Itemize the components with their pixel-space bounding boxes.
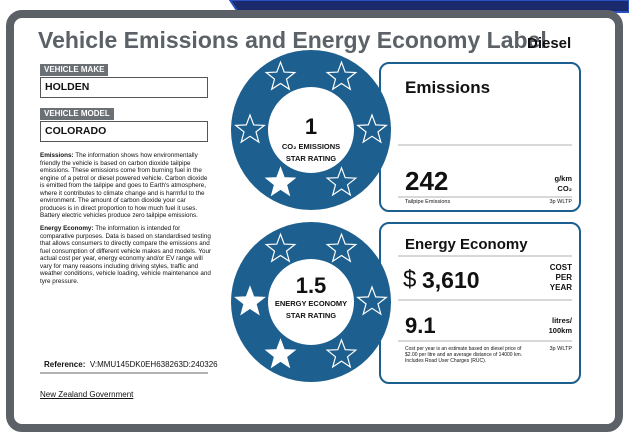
panel-heading: Emissions <box>405 78 491 97</box>
rating-label: STAR RATING <box>285 311 337 320</box>
emissions-value: 242 <box>405 166 449 196</box>
star <box>234 285 266 316</box>
rating-label: CO₂ EMISSIONS <box>281 142 341 151</box>
star <box>325 166 358 197</box>
text: The information is intended for comparat… <box>40 225 212 285</box>
model-value: COLORADO <box>40 121 208 142</box>
government: New Zealand Government <box>40 390 134 399</box>
star <box>264 60 297 91</box>
rating-label: ENERGY ECONOMY <box>274 299 348 308</box>
model-label: VEHICLE MODEL <box>40 108 114 120</box>
panel-heading: Energy Economy <box>405 236 528 253</box>
energy-info: Energy Economy: The information is inten… <box>40 225 212 285</box>
cost-label: YEAR <box>549 283 572 292</box>
star <box>356 113 388 144</box>
rating: 1.5 <box>295 273 327 298</box>
lead: Emissions: <box>40 152 74 159</box>
title: Vehicle Emissions and Energy Economy Lab… <box>38 27 547 53</box>
top-tab <box>228 0 629 13</box>
cost: 3,610 <box>422 267 480 293</box>
fuel-type: Diesel <box>527 35 572 52</box>
make-value: HOLDEN <box>40 77 208 98</box>
note: Cost per year is an estimate based on di… <box>405 346 523 364</box>
test: 3p WLTP <box>549 346 572 352</box>
reference-value: V:MMU145DK0EH638263D:240326 <box>89 360 218 369</box>
reference-label: Reference: <box>44 360 86 369</box>
consumption: 9.1 <box>405 313 436 338</box>
reference: Reference: V:MMU145DK0EH638263D:240326 <box>44 361 218 369</box>
unit: g/km <box>554 174 572 183</box>
star <box>264 166 297 197</box>
consumption-unit: litres/ <box>551 316 572 325</box>
star <box>325 60 358 91</box>
text: The information shows how environmentall… <box>40 152 208 220</box>
caption: Tailpipe Emissions <box>405 199 451 205</box>
star <box>325 338 358 369</box>
rating-label: STAR RATING <box>285 154 337 163</box>
cost-label: PER <box>555 273 572 282</box>
star <box>234 113 266 144</box>
currency: $ <box>403 266 417 293</box>
star <box>264 338 297 369</box>
rating: 1 <box>304 114 318 139</box>
emissions-info: Emissions: The information shows how env… <box>40 152 212 220</box>
make-label: VEHICLE MAKE <box>40 64 109 76</box>
star <box>325 232 358 263</box>
consumption-unit: 100km <box>548 326 572 335</box>
star <box>356 285 388 316</box>
cost-label: COST <box>549 263 572 272</box>
test: 3p WLTP <box>549 199 572 205</box>
unit: CO₂ <box>557 184 572 193</box>
star <box>264 232 297 263</box>
lead: Energy Economy: <box>40 225 94 232</box>
